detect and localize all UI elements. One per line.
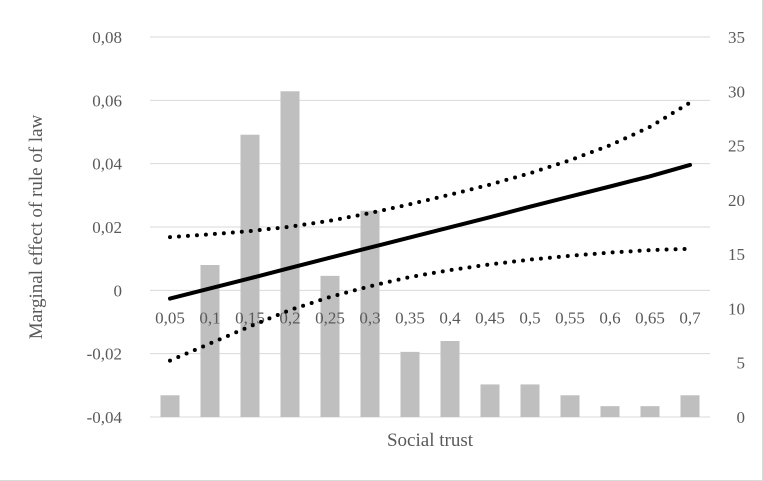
y-left-tick-label: 0,08 <box>92 28 122 47</box>
y-left-tick-label: -0,04 <box>87 408 123 427</box>
y-right-tick-label: 30 <box>728 82 745 101</box>
x-tick-label: 0,25 <box>315 308 345 327</box>
bar <box>560 395 580 417</box>
x-tick-label: 0,5 <box>519 308 540 327</box>
x-axis-title: Social trust <box>387 430 474 451</box>
bar <box>440 341 460 417</box>
x-tick-label: 0,7 <box>679 308 701 327</box>
x-tick-label: 0,05 <box>155 308 185 327</box>
y-axis-title: Marginal effect of rule of law <box>26 114 47 339</box>
y-right-tick-label: 5 <box>737 354 746 373</box>
bar <box>680 395 700 417</box>
y-left-tick-label: 0 <box>114 281 123 300</box>
y-right-tick-label: 35 <box>728 28 745 47</box>
y-right-tick-label: 0 <box>737 408 746 427</box>
x-tick-label: 0,1 <box>199 308 220 327</box>
y-left-tick-label: 0,04 <box>92 155 122 174</box>
bar <box>400 351 420 417</box>
y-right-tick-label: 15 <box>728 245 745 264</box>
x-tick-label: 0,35 <box>395 308 425 327</box>
bar <box>640 406 660 417</box>
x-tick-label: 0,3 <box>359 308 380 327</box>
marginal-effect-line <box>168 162 692 301</box>
x-tick-label: 0,2 <box>279 308 300 327</box>
x-tick-label: 0,6 <box>599 308 620 327</box>
x-tick-label: 0,45 <box>475 308 505 327</box>
y-left-tick-label: 0,06 <box>92 91 122 110</box>
bar <box>360 210 380 417</box>
x-tick-label: 0,55 <box>555 308 585 327</box>
y-right-tick-label: 20 <box>728 191 745 210</box>
bar <box>200 265 220 417</box>
x-tick-label: 0,4 <box>439 308 461 327</box>
confidence-bound-line <box>168 246 692 363</box>
y-right-tick-label: 25 <box>728 137 745 156</box>
bar <box>160 395 180 417</box>
x-tick-label: 0,15 <box>235 308 265 327</box>
bar <box>240 134 260 417</box>
bar <box>280 91 300 418</box>
bar <box>520 384 540 417</box>
y-left-tick-label: -0,02 <box>87 345 122 364</box>
y-right-tick-label: 10 <box>728 299 745 318</box>
y-left-tick-label: 0,02 <box>92 218 122 237</box>
bar <box>600 406 620 417</box>
bar <box>320 275 340 417</box>
bar <box>480 384 500 417</box>
x-tick-label: 0,65 <box>635 308 665 327</box>
